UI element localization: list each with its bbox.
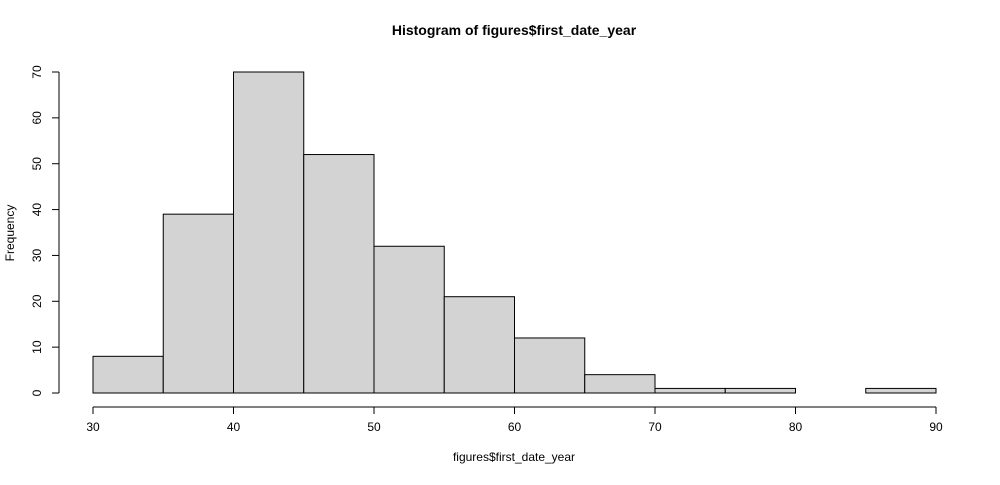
histogram-bar-6 [514,337,586,394]
histogram-bar-2 [233,71,305,394]
y-tick-label-6: 60 [30,111,44,125]
bars-layer [92,71,937,394]
x-tick-label-3: 60 [508,420,522,434]
histogram-bar-5 [443,296,515,394]
x-tick-label-2: 50 [367,420,381,434]
histogram-bar-3 [303,154,375,394]
x-tick-label-6: 90 [929,420,943,434]
x-axis-label: figures$first_date_year [453,450,575,464]
y-tick-label-4: 40 [30,203,44,217]
x-tick-label-5: 80 [789,420,803,434]
y-axis-label: Frequency [3,205,17,262]
y-tick-label-7: 70 [30,65,44,79]
histogram-bar-0 [92,355,164,394]
x-tick-label-4: 70 [648,420,662,434]
histogram-bar-9 [724,387,796,394]
histogram-bar-4 [373,245,445,394]
histogram-bar-8 [654,387,726,394]
y-tick-label-3: 30 [30,248,44,262]
chart-title: Histogram of figures$first_date_year [392,22,637,38]
y-tick-label-0: 0 [30,389,44,396]
histogram-bar-11 [865,387,937,394]
y-tick-label-1: 10 [30,340,44,354]
y-tick-label-2: 20 [30,294,44,308]
histogram-bar-1 [162,213,234,394]
y-tick-label-5: 50 [30,157,44,171]
x-axis: 30 40 50 60 70 80 90 [86,406,943,434]
x-tick-label-1: 40 [227,420,241,434]
x-tick-label-0: 30 [86,420,100,434]
y-axis: 0 10 20 30 40 50 60 70 [30,65,60,396]
histogram-bar-7 [584,374,656,394]
